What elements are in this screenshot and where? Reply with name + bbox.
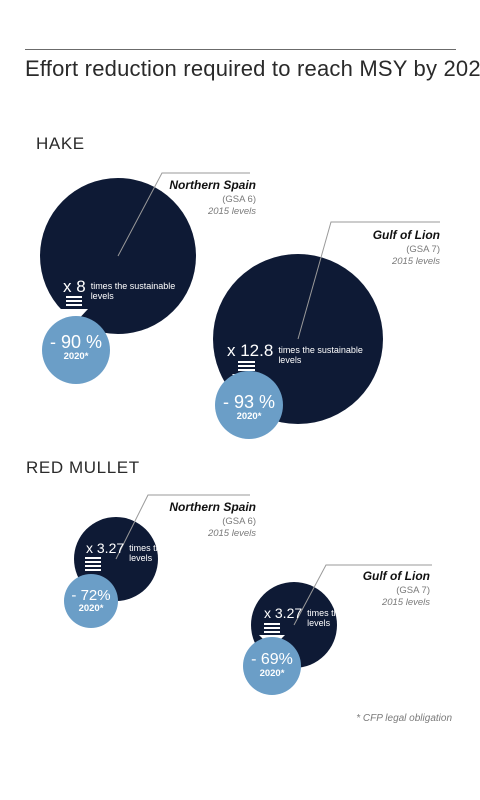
- red-mullet-gulf-of-lion-label: Gulf of Lion (GSA 7) 2015 levels: [363, 569, 430, 608]
- multiplier-text: times the sustainable levels: [129, 543, 214, 564]
- red-mullet-northern-spain-target-circle: [64, 574, 118, 628]
- hake-northern-spain-multiplier: x 8 times the sustainable levels: [63, 278, 175, 302]
- section-label-hake: HAKE: [36, 134, 85, 153]
- region-level: 2015 levels: [391, 256, 440, 267]
- region-level: 2015 levels: [207, 528, 256, 539]
- hake-gulf-of-lion-multiplier: x 12.8 times the sustainable levels: [227, 342, 363, 366]
- region-name: Gulf of Lion: [372, 228, 440, 242]
- multiplier-text: times the sustainable levels: [278, 345, 363, 366]
- hake-northern-spain-reduction: - 90 % 2020*: [42, 333, 110, 362]
- hake-northern-spain-target-circle: [42, 316, 110, 384]
- region-level: 2015 levels: [207, 206, 256, 217]
- red-mullet-gulf-of-lion-target-circle: [243, 637, 301, 695]
- region-code: (GSA 6): [222, 516, 256, 527]
- multiplier-text: times the sustainable levels: [90, 281, 176, 302]
- region-code: (GSA 7): [396, 585, 430, 596]
- red-mullet-northern-spain-arrow-icon: [85, 557, 101, 571]
- reduction-year: 2020*: [78, 603, 104, 614]
- reduction-year: 2020*: [259, 668, 285, 679]
- reduction-year: 2020*: [63, 351, 89, 362]
- region-code: (GSA 7): [406, 244, 440, 255]
- multiplier-value: x 3.27: [86, 540, 125, 556]
- region-code: (GSA 6): [222, 194, 256, 205]
- reduction-value: - 90 %: [49, 332, 103, 352]
- multiplier-value: x 12.8: [227, 341, 274, 360]
- footnote: * CFP legal obligation: [356, 713, 452, 724]
- reduction-value: - 69%: [251, 651, 293, 668]
- red-mullet-northern-spain-label: Northern Spain (GSA 6) 2015 levels: [169, 500, 256, 539]
- red-mullet-northern-spain-reduction: - 72% 2020*: [61, 588, 121, 614]
- region-name: Northern Spain: [169, 500, 256, 514]
- page-title: Effort reduction required to reach MSY b…: [25, 56, 480, 81]
- red-mullet-northern-spain-multiplier: x 3.27 times the sustainable levels: [86, 541, 214, 564]
- title-rule: [25, 49, 456, 50]
- section-label-red-mullet: RED MULLET: [26, 458, 140, 477]
- multiplier-text: times the sustainable levels: [307, 608, 392, 629]
- region-level: 2015 levels: [381, 597, 430, 608]
- hake-gulf-of-lion-leader-line: [297, 221, 440, 340]
- multiplier-value: x 8: [63, 277, 86, 296]
- region-name: Gulf of Lion: [362, 569, 430, 583]
- region-name: Northern Spain: [169, 178, 256, 192]
- reduction-value: - 72%: [71, 587, 111, 604]
- reduction-value: - 93 %: [222, 392, 276, 412]
- hake-gulf-of-lion-label: Gulf of Lion (GSA 7) 2015 levels: [373, 228, 440, 267]
- hake-northern-spain-label: Northern Spain (GSA 6) 2015 levels: [169, 178, 256, 217]
- hake-gulf-of-lion-target-circle: [215, 371, 283, 439]
- hake-gulf-of-lion-reduction: - 93 % 2020*: [215, 393, 283, 422]
- hake-northern-spain-leader-line: [117, 172, 250, 257]
- red-mullet-gulf-of-lion-multiplier: x 3.27 times the sustainable levels: [264, 606, 392, 629]
- red-mullet-gulf-of-lion-reduction: - 69% 2020*: [240, 651, 304, 680]
- red-mullet-northern-spain-leader-line: [115, 494, 250, 560]
- reduction-year: 2020*: [236, 411, 262, 422]
- multiplier-value: x 3.27: [264, 605, 303, 621]
- red-mullet-gulf-of-lion-leader-line: [293, 564, 432, 626]
